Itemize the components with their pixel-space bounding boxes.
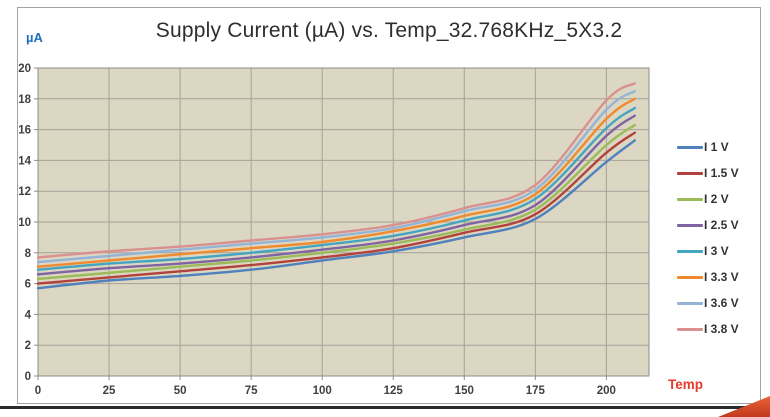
x-tick-label: 100 <box>313 385 332 397</box>
legend-swatch-icon <box>677 145 703 149</box>
legend-swatch-icon <box>677 171 703 175</box>
y-tick-label: 10 <box>18 217 31 229</box>
legend-swatch-icon <box>677 223 703 227</box>
legend-label: I 1.5 V <box>704 166 739 180</box>
legend-label: I 2 V <box>704 192 729 206</box>
legend-swatch-icon <box>677 301 703 305</box>
y-tick-label: 12 <box>18 186 31 198</box>
legend-label: I 1 V <box>704 140 729 154</box>
axis-layer: 0 25 50 75 100 125 150 175 200 0 2 4 6 8 10 12 14 16 18 20 <box>18 63 650 397</box>
x-tick-label: 0 <box>35 385 41 397</box>
legend-label: I 3 V <box>704 244 729 258</box>
x-tick-label: 50 <box>174 385 187 397</box>
legend-swatch-icon <box>677 197 703 201</box>
legend-label: I 3.8 V <box>704 322 739 336</box>
chart-title: Supply Current (µA) vs. Temp_32.768KHz_5… <box>155 19 623 42</box>
legend-swatch-icon <box>677 275 703 279</box>
x-tick-label: 175 <box>526 385 546 397</box>
y-tick-label: 6 <box>25 279 31 291</box>
x-tick-label: 75 <box>245 385 258 397</box>
legend-item: I 3.6 V <box>677 290 739 316</box>
x-tick-label: 200 <box>597 385 616 397</box>
legend-item: I 3.3 V <box>677 264 739 290</box>
y-tick-label: 4 <box>25 309 32 321</box>
series-line-i-1.5-v <box>36 131 636 285</box>
legend-item: I 1.5 V <box>677 160 739 186</box>
series-line-i-3.3-v <box>36 97 636 268</box>
legend-item: I 3 V <box>677 238 739 264</box>
legend-swatch-icon <box>677 249 703 253</box>
legend-item: I 1 V <box>677 134 739 160</box>
plot-area-svg: 0 25 50 75 100 125 150 175 200 0 2 4 6 8 10 12 14 16 18 20 <box>18 63 650 397</box>
y-tick-label: 14 <box>18 155 31 167</box>
legend: I 1 V I 1.5 V I 2 V I 2.5 V I 3 V I 3.3 V I 3.… <box>677 134 739 342</box>
legend-label: I 3.6 V <box>704 296 739 310</box>
x-tick-label: 25 <box>103 385 116 397</box>
y-tick-label: 2 <box>25 340 31 352</box>
x-axis-label: Temp <box>668 377 704 392</box>
series-line-i-3.8-v <box>36 82 636 259</box>
y-tick-label: 20 <box>18 63 31 75</box>
legend-swatch-icon <box>677 327 703 331</box>
legend-item: I 3.8 V <box>677 316 739 342</box>
series-line-i-1-v <box>36 139 636 290</box>
y-tick-label: 16 <box>18 125 31 137</box>
legend-item: I 2.5 V <box>677 212 739 238</box>
y-tick-label: 0 <box>25 371 31 383</box>
x-tick-label: 125 <box>384 385 404 397</box>
legend-item: I 2 V <box>677 186 739 212</box>
bottom-edge-line <box>0 406 770 409</box>
legend-label: I 2.5 V <box>704 218 739 232</box>
series-line-i-3-v <box>36 106 636 271</box>
y-axis-unit-label: µA <box>26 30 43 45</box>
series-line-i-3.6-v <box>36 89 636 264</box>
series-layer <box>36 82 636 290</box>
series-line-i-2.5-v <box>36 114 636 276</box>
series-line-i-2-v <box>36 123 636 281</box>
legend-label: I 3.3 V <box>704 270 739 284</box>
y-tick-label: 18 <box>18 94 31 106</box>
x-tick-label: 150 <box>455 385 474 397</box>
chart-frame: µA Supply Current (µA) vs. Temp_32.768KH… <box>17 7 761 404</box>
y-tick-label: 8 <box>25 248 32 260</box>
